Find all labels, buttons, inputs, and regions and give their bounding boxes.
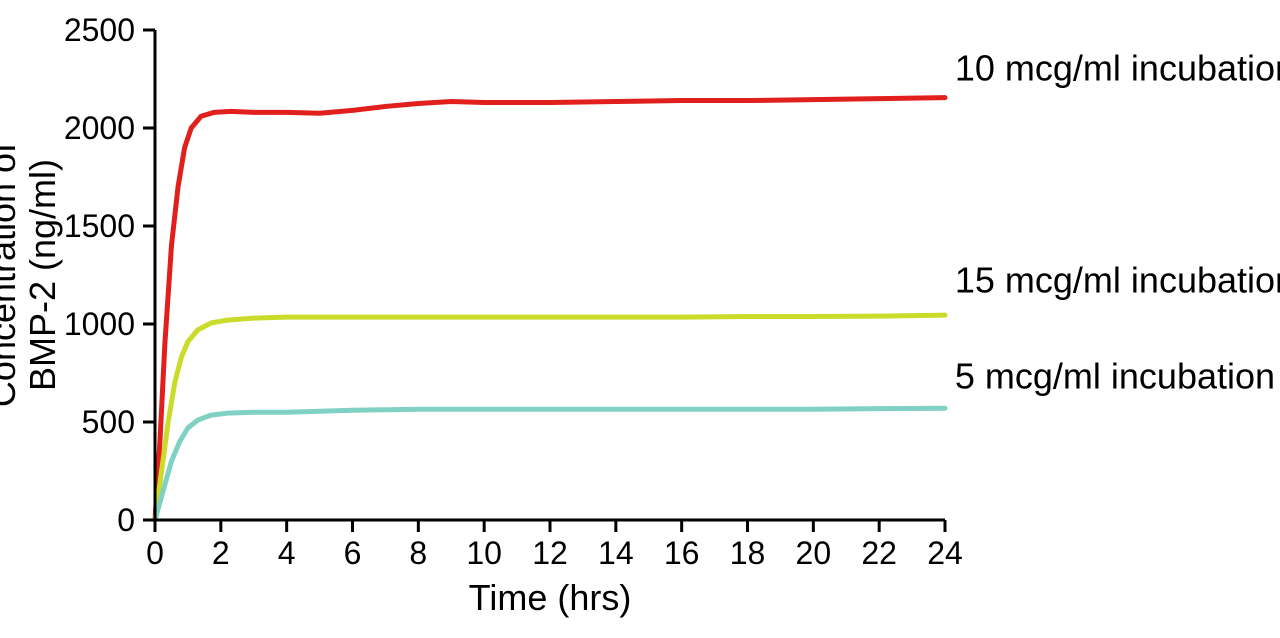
x-axis-title: Time (hrs) bbox=[469, 577, 632, 618]
y-tick-label: 1500 bbox=[64, 208, 135, 244]
x-tick-label: 6 bbox=[344, 535, 362, 571]
x-tick-label: 12 bbox=[532, 535, 568, 571]
y-tick-label: 2000 bbox=[64, 110, 135, 146]
series-label-0: 10 mcg/ml incubation bbox=[955, 48, 1280, 89]
x-tick-label: 16 bbox=[664, 535, 700, 571]
series-line-2 bbox=[155, 408, 945, 520]
y-tick-label: 2500 bbox=[64, 12, 135, 48]
x-tick-label: 24 bbox=[927, 535, 963, 571]
x-tick-label: 20 bbox=[796, 535, 832, 571]
x-tick-label: 14 bbox=[598, 535, 634, 571]
y-tick-label: 1000 bbox=[64, 306, 135, 342]
y-axis-title: Concentration ofBMP-2 (ng/ml) bbox=[0, 142, 63, 407]
y-tick-label: 0 bbox=[117, 502, 135, 538]
x-tick-label: 18 bbox=[730, 535, 766, 571]
line-chart: 10 mcg/ml incubation 15 mcg/ml incubation… bbox=[0, 0, 1280, 638]
x-tick-label: 2 bbox=[212, 535, 230, 571]
x-tick-label: 4 bbox=[278, 535, 296, 571]
x-tick-label: 0 bbox=[146, 535, 164, 571]
series-line-0 bbox=[155, 98, 945, 520]
series-label-1: 15 mcg/ml incubation bbox=[955, 259, 1280, 300]
series-label-2: 5 mcg/ml incubation bbox=[955, 355, 1275, 396]
x-tick-label: 22 bbox=[861, 535, 897, 571]
x-tick-label: 10 bbox=[466, 535, 502, 571]
y-tick-label: 500 bbox=[82, 404, 135, 440]
series-line-1 bbox=[155, 315, 945, 520]
x-tick-label: 8 bbox=[409, 535, 427, 571]
chart-container: 10 mcg/ml incubation 15 mcg/ml incubation… bbox=[0, 0, 1280, 638]
